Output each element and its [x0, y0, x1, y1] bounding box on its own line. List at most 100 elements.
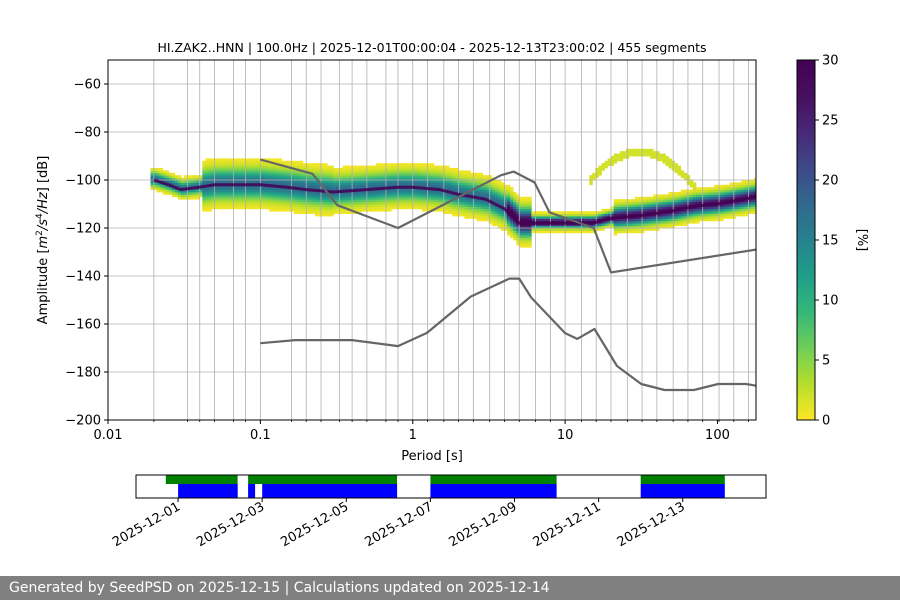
heatmap-cell: [290, 196, 295, 200]
heatmap-cell: [479, 206, 483, 210]
heatmap-cell: [604, 211, 608, 214]
heatmap-cell: [677, 220, 682, 224]
heatmap-cell: [257, 170, 261, 174]
heatmap-cell: [662, 220, 666, 224]
heatmap-cell: [592, 213, 596, 217]
heatmap-cell: [159, 170, 163, 174]
heatmap-cell: [610, 206, 614, 210]
heatmap-cell: [339, 199, 343, 202]
heatmap-cell: [205, 172, 209, 176]
heatmap-cell: [430, 184, 435, 188]
heatmap-cell: [513, 220, 517, 224]
heatmap-cell: [440, 165, 444, 169]
heatmap-cell: [546, 213, 550, 217]
heatmap-cell: [537, 230, 541, 234]
heatmap-cell: [254, 187, 258, 190]
heatmap-cell: [409, 165, 413, 169]
heatmap-cell: [217, 180, 221, 183]
heatmap-cell: [388, 184, 392, 188]
heatmap-cell: [607, 158, 611, 162]
heatmap-cell: [586, 213, 590, 217]
heatmap-cell: [656, 220, 660, 224]
heatmap-cell: [519, 242, 523, 246]
heatmap-cell: [263, 189, 267, 193]
heatmap-cell: [290, 199, 295, 202]
heatmap-cell: [507, 206, 511, 210]
heatmap-cell: [632, 153, 636, 157]
heatmap-cell: [330, 213, 334, 217]
heatmap-cell: [668, 199, 672, 202]
psds-used-bar: [178, 484, 238, 498]
heatmap-cell: [220, 189, 224, 193]
heatmap-cell: [248, 196, 252, 200]
x-tick-label: 10: [557, 428, 574, 443]
heatmap-cell: [513, 235, 517, 238]
heatmap-cell: [372, 204, 377, 207]
heatmap-cell: [275, 206, 279, 210]
heatmap-cell: [689, 201, 694, 205]
heatmap-cell: [226, 170, 231, 174]
heatmap-cell: [235, 204, 240, 207]
heatmap-cell: [513, 192, 517, 195]
heatmap-cell: [345, 194, 349, 198]
heatmap-cell: [491, 184, 496, 188]
heatmap-cell: [391, 170, 395, 174]
heatmap-cell: [537, 216, 541, 219]
heatmap-cell: [400, 199, 404, 202]
heatmap-cell: [385, 196, 389, 200]
heatmap-cell: [455, 211, 459, 214]
heatmap-cell: [619, 201, 624, 205]
heatmap-cell: [714, 206, 718, 210]
heatmap-cell: [372, 170, 377, 174]
heatmap-cell: [729, 182, 733, 186]
heatmap-cell: [269, 189, 273, 193]
heatmap-cell: [464, 211, 468, 214]
heatmap-cell: [232, 199, 237, 202]
heatmap-cell: [443, 168, 447, 171]
heatmap-cell: [342, 184, 346, 188]
heatmap-cell: [226, 204, 231, 207]
heatmap-cell: [668, 165, 672, 169]
heatmap-cell: [369, 170, 374, 174]
heatmap-cell: [568, 230, 572, 234]
heatmap-cell: [248, 160, 252, 164]
heatmap-cell: [272, 158, 276, 162]
heatmap-cell: [464, 182, 468, 186]
heatmap-cell: [665, 160, 669, 164]
heatmap-cell: [714, 208, 718, 212]
heatmap-cell: [705, 201, 709, 205]
heatmap-cell: [467, 184, 471, 188]
heatmap-cell: [235, 168, 240, 171]
heatmap-cell: [598, 223, 602, 226]
heatmap-cell: [379, 175, 383, 178]
heatmap-cell: [592, 175, 596, 178]
heatmap-cell: [302, 208, 307, 212]
heatmap-cell: [504, 220, 508, 224]
heatmap-cell: [177, 196, 182, 200]
heatmap-cell: [589, 180, 593, 183]
heatmap-cell: [388, 170, 392, 174]
heatmap-cell: [324, 180, 328, 183]
heatmap-cell: [744, 184, 749, 188]
heatmap-cell: [619, 156, 624, 159]
heatmap-cell: [628, 220, 633, 224]
heatmap-cell: [327, 211, 331, 214]
heatmap-cell: [205, 175, 209, 178]
heatmap-cell: [403, 165, 407, 169]
heatmap-cell: [391, 168, 395, 171]
colorbar-label: [%]: [854, 229, 869, 252]
heatmap-cell: [385, 189, 389, 193]
heatmap-cell: [214, 204, 218, 207]
heatmap-cell: [351, 206, 355, 210]
heatmap-cell: [238, 204, 243, 207]
heatmap-cell: [726, 211, 730, 214]
heatmap-cell: [376, 192, 380, 195]
heatmap-cell: [174, 184, 179, 188]
heatmap-cell: [519, 208, 523, 212]
heatmap-cell: [379, 168, 383, 171]
heatmap-cell: [299, 172, 304, 176]
heatmap-cell: [473, 199, 477, 202]
heatmap-cell: [443, 184, 447, 188]
heatmap-cell: [604, 163, 608, 166]
heatmap-cell: [500, 192, 505, 195]
